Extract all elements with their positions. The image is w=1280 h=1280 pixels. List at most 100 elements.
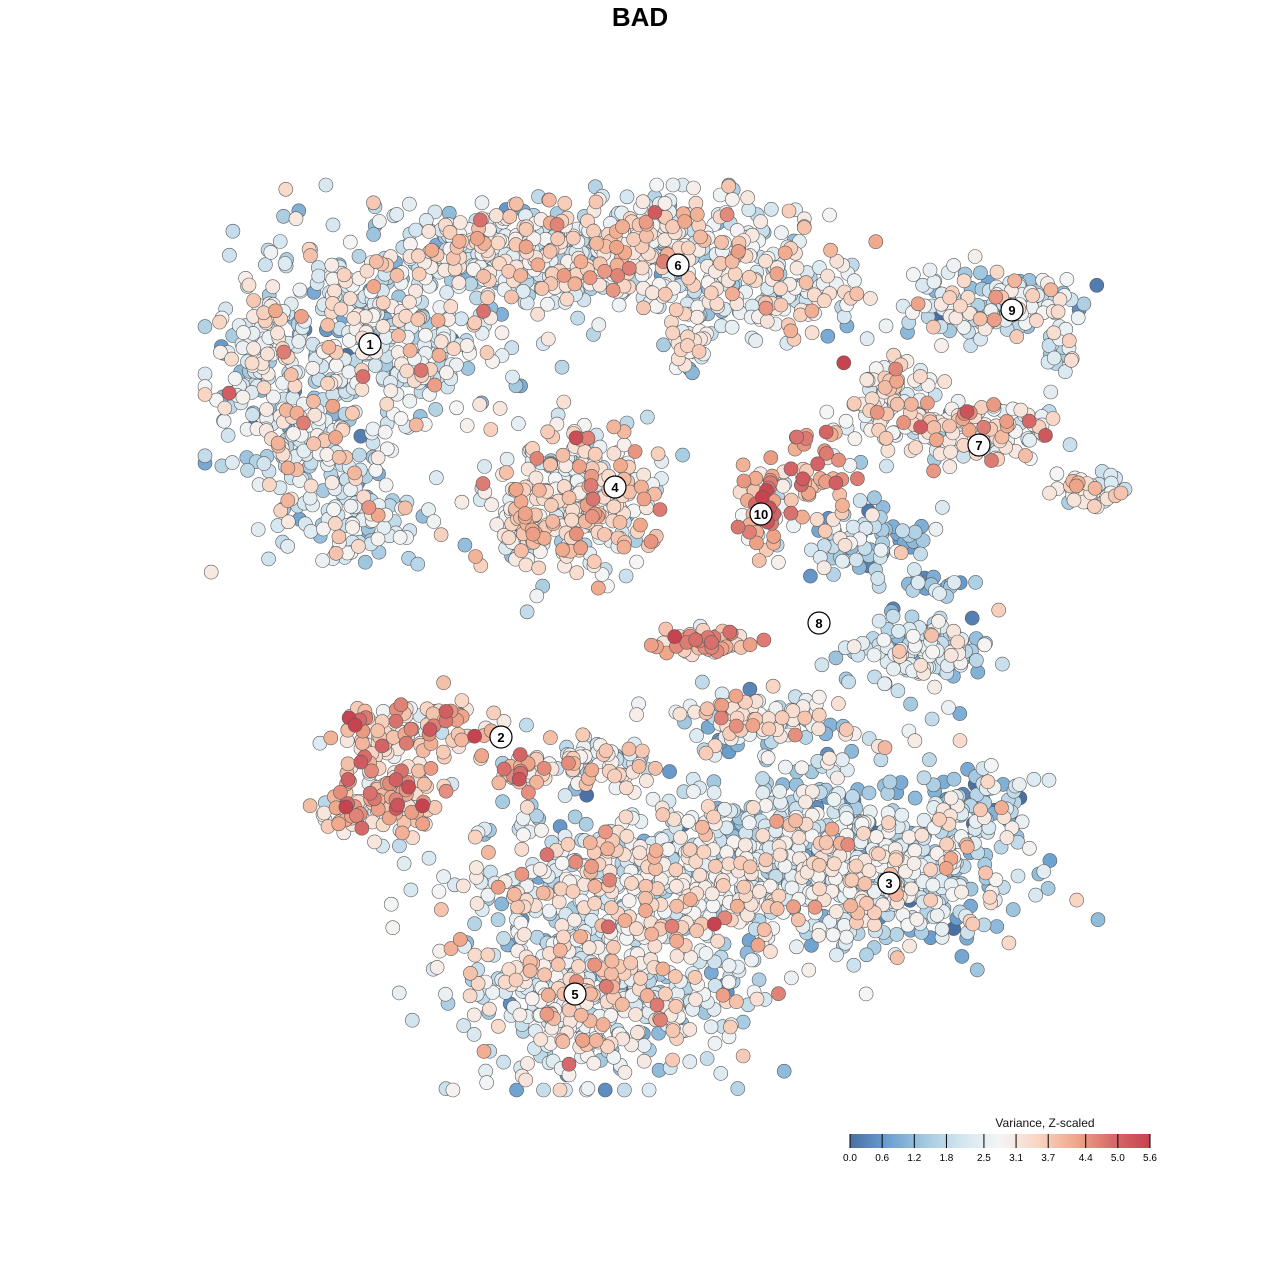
data-point xyxy=(912,369,928,384)
data-point xyxy=(508,972,524,988)
data-point xyxy=(907,843,923,858)
data-point xyxy=(602,872,617,888)
data-point xyxy=(894,807,910,823)
data-point xyxy=(587,879,603,894)
data-point xyxy=(256,380,272,396)
data-point xyxy=(518,1072,534,1088)
data-point xyxy=(416,776,432,792)
data-point xyxy=(755,771,770,786)
data-point xyxy=(263,245,279,260)
data-point xyxy=(1036,864,1052,879)
cluster-label-text: 6 xyxy=(674,258,681,273)
data-point xyxy=(629,707,644,722)
data-point xyxy=(748,333,764,349)
legend-tick-label: 4.4 xyxy=(1079,1153,1093,1164)
data-point xyxy=(584,859,599,874)
data-point xyxy=(568,854,584,870)
data-point xyxy=(1062,437,1078,453)
data-point xyxy=(492,401,508,416)
data-point xyxy=(496,1054,511,1070)
data-point xyxy=(803,568,818,584)
data-point xyxy=(819,404,835,420)
data-point xyxy=(713,1066,729,1081)
data-point xyxy=(714,235,729,250)
data-point xyxy=(807,899,823,915)
data-point xyxy=(859,372,875,388)
data-point xyxy=(735,1048,751,1064)
data-point xyxy=(583,478,599,493)
data-point xyxy=(628,1007,643,1022)
data-point xyxy=(826,856,842,872)
data-point xyxy=(665,1023,681,1038)
data-point xyxy=(889,396,905,412)
data-point xyxy=(972,311,988,327)
data-point xyxy=(882,774,898,790)
data-point xyxy=(994,800,1009,816)
data-point xyxy=(775,478,791,494)
data-point xyxy=(1010,868,1026,884)
data-point xyxy=(618,809,634,825)
data-point xyxy=(818,424,834,440)
data-point xyxy=(826,792,842,807)
data-point xyxy=(1043,282,1059,298)
data-point xyxy=(774,225,789,240)
data-point xyxy=(272,234,288,249)
data-point xyxy=(265,279,281,295)
data-point xyxy=(543,457,558,473)
data-point xyxy=(904,881,919,897)
data-point xyxy=(811,689,827,705)
data-point xyxy=(804,325,820,341)
data-point xyxy=(241,277,257,293)
data-point xyxy=(476,1044,492,1059)
data-point xyxy=(524,991,540,1007)
data-point xyxy=(398,735,414,751)
data-point xyxy=(829,947,844,963)
data-point xyxy=(644,926,660,942)
data-point xyxy=(321,339,337,355)
data-point xyxy=(403,882,419,898)
data-point xyxy=(866,647,882,663)
data-point xyxy=(983,758,999,773)
data-point xyxy=(1059,272,1075,287)
data-point xyxy=(467,728,482,744)
data-point xyxy=(989,919,1005,934)
data-point xyxy=(266,389,281,405)
data-point xyxy=(565,230,581,246)
data-point xyxy=(505,369,520,385)
data-point xyxy=(519,604,535,620)
data-point xyxy=(789,429,805,445)
data-point xyxy=(522,963,538,979)
data-point xyxy=(759,313,775,329)
data-point xyxy=(318,177,334,193)
data-point xyxy=(877,676,892,692)
data-point xyxy=(453,311,469,327)
data-point xyxy=(631,759,647,774)
data-point xyxy=(616,539,632,555)
data-point xyxy=(614,997,630,1012)
data-point xyxy=(391,328,406,344)
data-point xyxy=(890,683,906,699)
data-point xyxy=(508,196,524,212)
data-point xyxy=(288,211,304,226)
data-point xyxy=(788,813,803,829)
data-point xyxy=(517,506,533,521)
data-point xyxy=(611,297,627,313)
data-point xyxy=(476,303,491,319)
data-point xyxy=(586,554,602,569)
data-point xyxy=(539,1006,555,1022)
data-point xyxy=(1021,413,1037,429)
data-point xyxy=(435,744,451,760)
data-point xyxy=(273,503,289,518)
data-point xyxy=(377,424,393,440)
data-point xyxy=(573,1007,589,1023)
data-point xyxy=(649,177,665,193)
data-point xyxy=(636,1038,652,1053)
data-point xyxy=(927,679,942,695)
data-point xyxy=(291,334,307,349)
data-point xyxy=(879,458,894,474)
data-point xyxy=(597,263,613,279)
data-point xyxy=(550,231,566,247)
data-point xyxy=(682,1022,698,1037)
data-point xyxy=(859,896,874,911)
